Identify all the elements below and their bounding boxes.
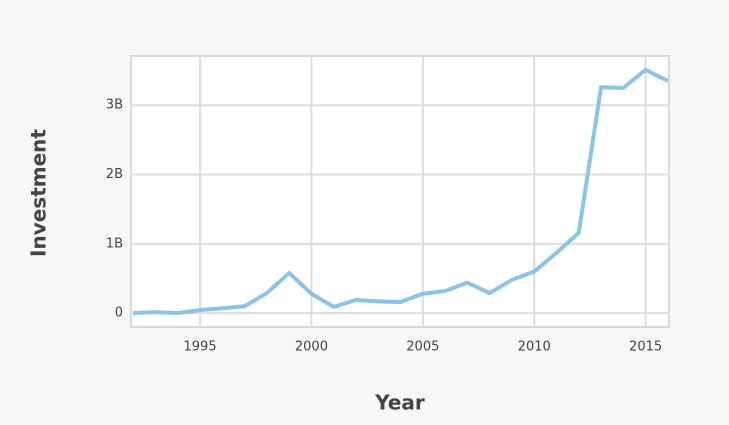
x-tick-label: 2015 <box>629 340 662 355</box>
x-tick-label: 2005 <box>406 340 439 355</box>
y-tick-label: 0 <box>115 306 123 321</box>
plot-area <box>130 55 670 328</box>
x-tick-label: 2010 <box>518 340 551 355</box>
y-tick-label: 3B <box>106 98 123 113</box>
y-tick-label: 2B <box>106 167 123 182</box>
y-axis-title: Investment <box>27 129 51 257</box>
data-line <box>133 67 669 316</box>
x-tick-label: 1995 <box>184 340 217 355</box>
y-tick-label: 1B <box>106 236 123 251</box>
x-axis-title: Year <box>374 391 425 415</box>
x-tick-label: 2000 <box>295 340 328 355</box>
